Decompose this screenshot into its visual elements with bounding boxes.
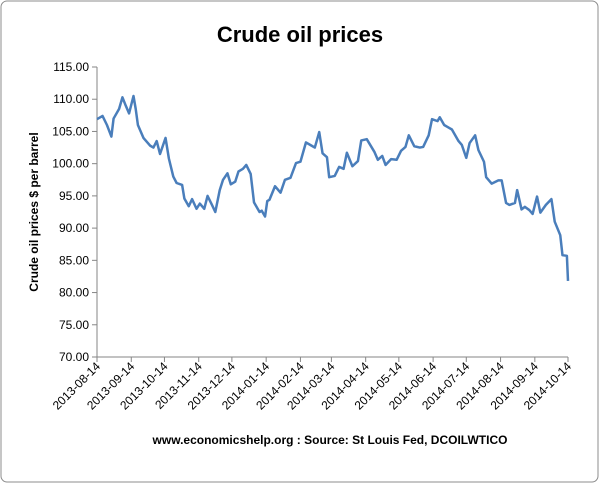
y-tick-label: 100.00: [52, 157, 89, 171]
y-axis-label: Crude oil prices $ per barrel: [27, 132, 41, 291]
source-note: www.economicshelp.org : Source: St Louis…: [152, 433, 508, 447]
chart-title: Crude oil prices: [217, 22, 383, 47]
price-line: [96, 94, 570, 282]
y-tick-label: 75.00: [59, 318, 89, 332]
y-tick-label: 105.00: [52, 124, 89, 138]
y-tick-label: 80.00: [59, 286, 89, 300]
y-tick-label: 115.00: [53, 60, 89, 74]
y-tick-label: 70.00: [59, 350, 89, 364]
y-tick-label: 95.00: [59, 189, 89, 203]
y-tick-label: 110.00: [53, 92, 89, 106]
y-tick-label: 90.00: [59, 221, 89, 235]
y-tick-label: 85.00: [59, 253, 89, 267]
